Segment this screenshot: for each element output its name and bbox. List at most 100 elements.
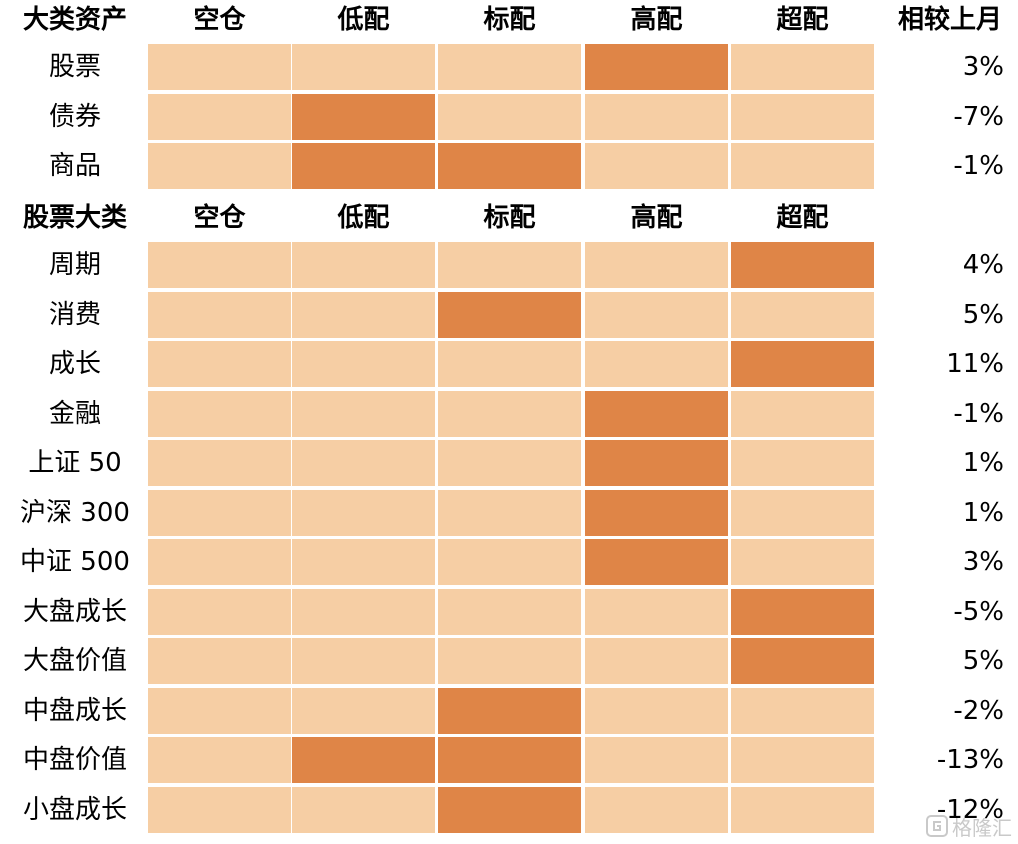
row-label: 成长 — [48, 349, 101, 379]
heatmap-cell — [148, 44, 291, 90]
heatmap-cell — [585, 688, 728, 734]
heatmap-cell — [148, 292, 291, 338]
level-header: 标配 — [483, 203, 536, 233]
heatmap-row: 股票 3% — [0, 44, 1018, 90]
row-label: 中盘成长 — [22, 696, 127, 726]
heatmap-cell — [148, 440, 291, 486]
heatmap-cell — [148, 787, 291, 833]
heatmap-cell-highlighted — [438, 688, 581, 734]
heatmap-cell — [148, 94, 291, 140]
heatmap-cell — [148, 688, 291, 734]
heatmap-cell-highlighted — [585, 490, 728, 536]
heatmap-cell — [148, 341, 291, 387]
heatmap-cell — [731, 787, 874, 833]
level-header: 空仓 — [193, 203, 246, 233]
heatmap-cell — [731, 94, 874, 140]
watermark: 格隆汇 — [926, 812, 1012, 840]
heatmap-cell — [292, 787, 435, 833]
heatmap-cell — [585, 787, 728, 833]
heatmap-cell — [731, 143, 874, 189]
heatmap-cell — [292, 391, 435, 437]
heatmap-cell — [731, 292, 874, 338]
heatmap-cell — [438, 242, 581, 288]
heatmap-cell-highlighted — [438, 292, 581, 338]
heatmap-cell-highlighted — [438, 143, 581, 189]
heatmap-cell — [148, 143, 291, 189]
heatmap-cell — [438, 44, 581, 90]
change-value: 11% — [946, 349, 1004, 379]
heatmap-cell — [438, 490, 581, 536]
change-value: -2% — [953, 696, 1004, 726]
change-value: -1% — [953, 399, 1004, 429]
heatmap-row: 成长 11% — [0, 341, 1018, 387]
heatmap-cell — [148, 391, 291, 437]
heatmap-row: 大盘成长 -5% — [0, 589, 1018, 635]
heatmap-cell — [438, 391, 581, 437]
level-header: 高配 — [630, 203, 683, 233]
heatmap-cell — [731, 688, 874, 734]
section-header-row: 大类资产 空仓 低配 标配 高配 超配 相较上月 — [0, 0, 1018, 40]
heatmap-cell — [585, 292, 728, 338]
heatmap-cell-highlighted — [731, 242, 874, 288]
heatmap-row: 商品 -1% — [0, 143, 1018, 189]
level-header: 标配 — [483, 5, 536, 35]
change-value: -12% — [936, 795, 1004, 825]
level-header: 高配 — [630, 5, 683, 35]
heatmap-cell-highlighted — [731, 638, 874, 684]
change-value: 1% — [962, 448, 1004, 478]
heatmap-cell — [585, 737, 728, 783]
row-label: 周期 — [48, 250, 101, 280]
heatmap-cell — [438, 94, 581, 140]
heatmap-row: 周期 4% — [0, 242, 1018, 288]
heatmap-cell — [731, 737, 874, 783]
heatmap-row: 金融 -1% — [0, 391, 1018, 437]
heatmap-row: 中盘价值 -13% — [0, 737, 1018, 783]
heatmap-cell — [292, 638, 435, 684]
heatmap-row: 上证 50 1% — [0, 440, 1018, 486]
change-value: 4% — [962, 250, 1004, 280]
heatmap-cell-highlighted — [292, 737, 435, 783]
change-value: -13% — [936, 745, 1004, 775]
row-label: 股票 — [48, 52, 101, 82]
heatmap-cell — [148, 589, 291, 635]
row-label: 商品 — [48, 151, 101, 181]
heatmap-row: 中盘成长 -2% — [0, 688, 1018, 734]
watermark-text: 格隆汇 — [952, 815, 1012, 840]
heatmap-cell — [292, 292, 435, 338]
section-header-label: 股票大类 — [22, 203, 127, 233]
row-label: 消费 — [48, 300, 101, 330]
section-header-row: 股票大类 空仓 低配 标配 高配 超配 — [0, 198, 1018, 238]
heatmap-cell-highlighted — [585, 440, 728, 486]
heatmap-cell — [148, 539, 291, 585]
heatmap-cell — [438, 589, 581, 635]
heatmap-row: 中证 500 3% — [0, 539, 1018, 585]
heatmap-cell — [292, 539, 435, 585]
change-value: 5% — [962, 646, 1004, 676]
heatmap-cell — [731, 490, 874, 536]
change-header: 相较上月 — [897, 5, 1002, 35]
heatmap-cell — [585, 638, 728, 684]
row-label: 小盘成长 — [22, 795, 127, 825]
gelonghui-logo-icon — [926, 815, 948, 837]
heatmap-cell — [585, 143, 728, 189]
heatmap-cell-highlighted — [438, 737, 581, 783]
heatmap-cell-highlighted — [731, 589, 874, 635]
heatmap-cell-highlighted — [292, 143, 435, 189]
level-header: 超配 — [776, 203, 829, 233]
heatmap-cell — [585, 242, 728, 288]
heatmap-cell — [585, 94, 728, 140]
heatmap-cell — [731, 440, 874, 486]
heatmap-cell — [438, 539, 581, 585]
heatmap-cell — [438, 440, 581, 486]
heatmap-row: 小盘成长 -12% — [0, 787, 1018, 833]
heatmap-cell — [438, 638, 581, 684]
change-value: 5% — [962, 300, 1004, 330]
heatmap-cell-highlighted — [585, 44, 728, 90]
heatmap-cell — [148, 737, 291, 783]
heatmap-cell — [292, 44, 435, 90]
heatmap-cell — [148, 490, 291, 536]
row-label: 大盘价值 — [22, 646, 127, 676]
heatmap-cell — [292, 589, 435, 635]
heatmap-row: 消费 5% — [0, 292, 1018, 338]
heatmap-cell — [731, 391, 874, 437]
